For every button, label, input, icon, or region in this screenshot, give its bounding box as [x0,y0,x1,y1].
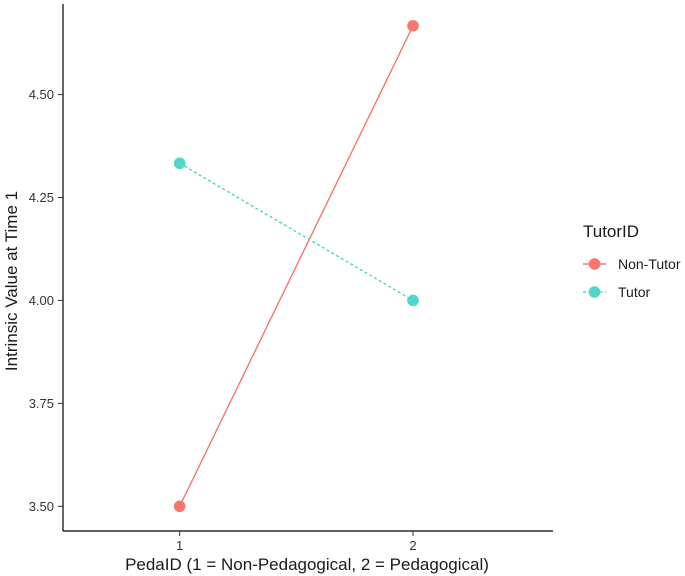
legend-key-point [588,286,601,298]
series-layer [173,20,419,513]
data-point-tutor [173,157,186,170]
y-tick-label: 4.25 [29,190,54,205]
legend-item-tutor: Tutor [583,284,650,300]
x-tick-label: 2 [409,538,416,553]
legend-label: Non-Tutor [618,256,681,272]
legend-key-point [588,258,601,270]
data-point-non-tutor [173,500,186,513]
data-point-non-tutor [407,20,419,32]
y-ticks: 3.50 3.75 4.00 4.25 4.50 [29,87,63,514]
y-axis-title: Intrinsic Value at Time 1 [2,191,21,371]
y-tick-label: 4.00 [29,293,54,308]
x-axis-title: PedaID (1 = Non-Pedagogical, 2 = Pedagog… [125,555,489,574]
data-point-tutor [407,294,419,307]
legend-item-non-tutor: Non-Tutor [583,256,681,272]
series-line-tutor [179,162,414,302]
y-tick-label: 3.75 [29,396,54,411]
x-tick-label: 1 [176,538,183,553]
legend-items: Non-Tutor Tutor [583,256,681,300]
y-tick-label: 3.50 [29,499,54,514]
y-tick-label: 4.50 [29,87,54,102]
legend: TutorID Non-Tutor Tutor [583,222,681,300]
series-line-non-tutor [179,25,414,507]
legend-label: Tutor [618,284,650,300]
legend-title: TutorID [583,222,639,241]
